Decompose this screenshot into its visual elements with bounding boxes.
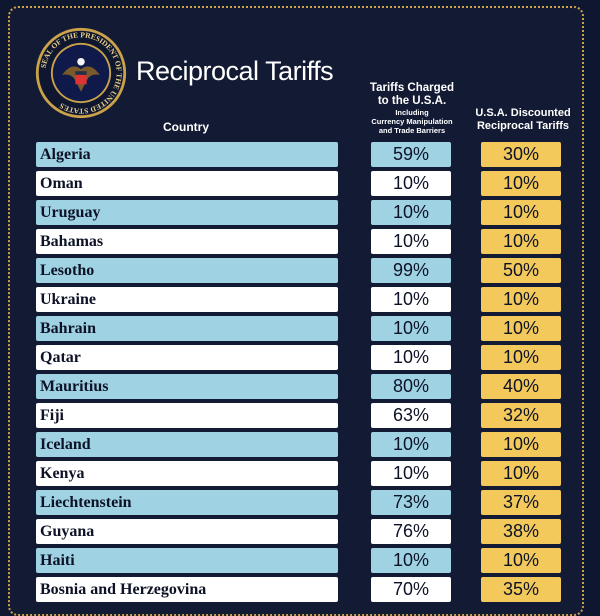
discounted-cell: 10% xyxy=(481,548,561,573)
charged-cell: 70% xyxy=(371,577,451,602)
country-cell: Kenya xyxy=(36,461,338,486)
table-row: Iceland 10% 10% xyxy=(0,432,600,457)
charged-cell: 10% xyxy=(371,287,451,312)
table-row: Kenya 10% 10% xyxy=(0,461,600,486)
header-charged-sub-1: Including xyxy=(395,108,429,117)
charged-cell: 99% xyxy=(371,258,451,283)
discounted-cell: 10% xyxy=(481,432,561,457)
table-row: Bosnia and Herzegovina 70% 35% xyxy=(0,577,600,602)
discounted-cell: 32% xyxy=(481,403,561,428)
header-charged-sub-3: and Trade Barriers xyxy=(378,126,446,135)
country-cell: Bahrain xyxy=(36,316,338,341)
charged-cell: 10% xyxy=(371,200,451,225)
discounted-cell: 10% xyxy=(481,345,561,370)
country-cell: Bosnia and Herzegovina xyxy=(36,577,338,602)
discounted-cell: 10% xyxy=(481,171,561,196)
country-cell: Iceland xyxy=(36,432,338,457)
discounted-cell: 10% xyxy=(481,200,561,225)
column-header-country: Country xyxy=(163,120,209,134)
charged-cell: 10% xyxy=(371,229,451,254)
discounted-cell: 10% xyxy=(481,461,561,486)
charged-cell: 73% xyxy=(371,490,451,515)
country-cell: Guyana xyxy=(36,519,338,544)
page-title: Reciprocal Tariffs xyxy=(136,56,334,86)
country-cell: Mauritius xyxy=(36,374,338,399)
discounted-cell: 35% xyxy=(481,577,561,602)
discounted-cell: 38% xyxy=(481,519,561,544)
table-row: Bahamas 10% 10% xyxy=(0,229,600,254)
charged-cell: 63% xyxy=(371,403,451,428)
charged-cell: 80% xyxy=(371,374,451,399)
country-cell: Algeria xyxy=(36,142,338,167)
table-row: Qatar 10% 10% xyxy=(0,345,600,370)
charged-cell: 10% xyxy=(371,432,451,457)
table-row: Oman 10% 10% xyxy=(0,171,600,196)
country-cell: Liechtenstein xyxy=(36,490,338,515)
discounted-cell: 10% xyxy=(481,316,561,341)
header-charged-line-1: Tariffs Charged xyxy=(369,82,455,94)
header-charged-sub-2: Currency Manipulation xyxy=(371,117,453,126)
charged-cell: 10% xyxy=(371,461,451,486)
table-row: Bahrain 10% 10% xyxy=(0,316,600,341)
charged-cell: 10% xyxy=(371,316,451,341)
country-cell: Uruguay xyxy=(36,200,338,225)
country-cell: Qatar xyxy=(36,345,338,370)
country-cell: Oman xyxy=(36,171,338,196)
header-disc-line-1: U.S.A. Discounted xyxy=(475,107,571,119)
discounted-cell: 10% xyxy=(481,287,561,312)
table-row: Algeria 59% 30% xyxy=(0,142,600,167)
discounted-cell: 10% xyxy=(481,229,561,254)
charged-cell: 76% xyxy=(371,519,451,544)
charged-cell: 59% xyxy=(371,142,451,167)
charged-cell: 10% xyxy=(371,171,451,196)
table-row: Guyana 76% 38% xyxy=(0,519,600,544)
discounted-cell: 50% xyxy=(481,258,561,283)
country-cell: Ukraine xyxy=(36,287,338,312)
table-row: Mauritius 80% 40% xyxy=(0,374,600,399)
header-disc-line-2: Reciprocal Tariffs xyxy=(476,120,570,132)
table-row: Uruguay 10% 10% xyxy=(0,200,600,225)
country-cell: Bahamas xyxy=(36,229,338,254)
presidential-seal-icon: SEAL OF THE PRESIDENT OF THE UNITED STAT… xyxy=(35,27,127,119)
charged-cell: 10% xyxy=(371,345,451,370)
table-row: Fiji 63% 32% xyxy=(0,403,600,428)
column-header-discounted: U.S.A. Discounted Reciprocal Tariffs xyxy=(468,107,578,133)
discounted-cell: 37% xyxy=(481,490,561,515)
table-row: Ukraine 10% 10% xyxy=(0,287,600,312)
column-header-charged: Tariffs Charged to the U.S.A. Including … xyxy=(354,82,470,135)
discounted-cell: 40% xyxy=(481,374,561,399)
table-row: Liechtenstein 73% 37% xyxy=(0,490,600,515)
header-charged-line-2: to the U.S.A. xyxy=(377,95,447,107)
discounted-cell: 30% xyxy=(481,142,561,167)
country-cell: Lesotho xyxy=(36,258,338,283)
country-cell: Haiti xyxy=(36,548,338,573)
charged-cell: 10% xyxy=(371,548,451,573)
country-cell: Fiji xyxy=(36,403,338,428)
table-row: Haiti 10% 10% xyxy=(0,548,600,573)
table-row: Lesotho 99% 50% xyxy=(0,258,600,283)
